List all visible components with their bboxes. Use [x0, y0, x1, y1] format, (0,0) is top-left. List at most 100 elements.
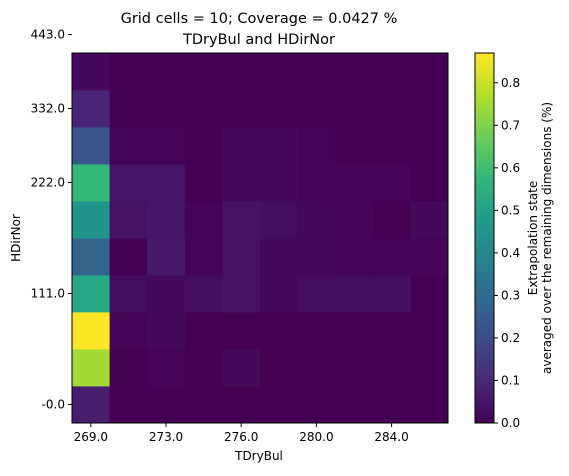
heatmap-cell: [372, 312, 411, 350]
heatmap-cell: [410, 312, 449, 350]
heatmap-cell: [184, 164, 223, 202]
colorbar-tick-label: 0.5: [501, 203, 520, 217]
heatmap-cell: [109, 127, 148, 165]
heatmap-cell: [109, 312, 148, 350]
heatmap-cell: [260, 386, 298, 424]
heatmap-cell: [72, 201, 110, 239]
colorbar-label-line2: averaged over the remaining dimensions (…: [540, 102, 554, 374]
heatmap-cell: [184, 90, 223, 128]
colorbar-tick-label: 0.1: [501, 373, 520, 387]
heatmap-cell: [184, 201, 223, 239]
heatmap-cell: [335, 312, 374, 350]
heatmap-cell: [410, 164, 449, 202]
heatmap-cell: [147, 53, 186, 91]
heatmap-cell: [222, 275, 261, 313]
heatmap-cell: [72, 90, 110, 128]
y-tick-label: 443.0: [31, 28, 65, 42]
colorbar-label: Extrapolation state averaged over the re…: [526, 102, 554, 374]
heatmap-cell: [372, 53, 411, 91]
colorbar-tick-label: 0.2: [501, 331, 520, 345]
y-tick-label: -0.0: [42, 398, 65, 412]
heatmap-cell: [410, 386, 449, 424]
heatmap-cell: [222, 386, 261, 424]
heatmap-cell: [184, 238, 223, 276]
heatmap-cell: [72, 53, 110, 91]
heatmap-cell: [297, 90, 336, 128]
heatmap-cell: [410, 127, 449, 165]
x-tick-label: 284.0: [374, 430, 408, 444]
y-axis-label: HDirNor: [9, 214, 23, 262]
heatmap-cell: [72, 275, 110, 313]
heatmap-cell: [184, 275, 223, 313]
colorbar-tick-label: 0.0: [501, 416, 520, 430]
y-axis-ticks: -0.0 111.0 222.0 332.0 443.0: [31, 28, 72, 412]
colorbar-tick-label: 0.3: [501, 288, 520, 302]
chart-title-line2: TDryBul and HDirNor: [182, 32, 335, 48]
heatmap-cell: [147, 164, 186, 202]
x-tick-label: 269.0: [74, 430, 108, 444]
heatmap-cell: [410, 201, 449, 239]
heatmap-cell: [222, 201, 261, 239]
heatmap-cell: [147, 127, 186, 165]
heatmap-cell: [372, 275, 411, 313]
heatmap-cell: [297, 275, 336, 313]
heatmap-cell: [72, 312, 110, 350]
heatmap-cell: [109, 238, 148, 276]
heatmap-cell: [372, 90, 411, 128]
heatmap-cell: [335, 127, 374, 165]
heatmap-cell: [109, 275, 148, 313]
heatmap-cell: [372, 349, 411, 387]
x-axis-label: TDryBul: [234, 449, 283, 463]
heatmap-cell: [260, 275, 298, 313]
heatmap-cell: [222, 127, 261, 165]
heatmap-cell: [72, 349, 110, 387]
heatmap-cell: [222, 164, 261, 202]
chart-title-line1: Grid cells = 10; Coverage = 0.0427 %: [121, 11, 398, 27]
heatmap-cell: [410, 349, 449, 387]
plot-frame: [71, 52, 449, 424]
heatmap-cell: [335, 164, 374, 202]
x-tick-label: 276.0: [224, 430, 258, 444]
heatmap-cell: [297, 164, 336, 202]
heatmap-cell: [109, 53, 148, 91]
x-axis-ticks: 269.0 273.0 276.0 280.0 284.0: [74, 423, 409, 444]
heatmap-cell: [297, 53, 336, 91]
heatmap-cell: [72, 127, 110, 165]
heatmap-cell: [410, 275, 449, 313]
heatmap-cell: [372, 386, 411, 424]
heatmap-cell: [109, 201, 148, 239]
heatmap-cell: [222, 90, 261, 128]
heatmap-cell: [410, 53, 449, 91]
heatmap-cell: [184, 386, 223, 424]
heatmap-cell: [297, 127, 336, 165]
heatmap-cell: [335, 238, 374, 276]
heatmap-cell: [109, 349, 148, 387]
heatmap-cell: [72, 164, 110, 202]
heatmap-cell: [410, 238, 449, 276]
x-tick-label: 273.0: [149, 430, 183, 444]
heatmap-cell: [410, 90, 449, 128]
heatmap-cell: [335, 349, 374, 387]
x-tick-label: 280.0: [299, 430, 333, 444]
heatmap-cell: [335, 275, 374, 313]
heatmap-cell: [72, 238, 110, 276]
chart-title: Grid cells = 10; Coverage = 0.0427 % TDr…: [121, 11, 398, 48]
heatmap-cell: [147, 275, 186, 313]
heatmap-cell: [222, 238, 261, 276]
heatmap-cell: [372, 164, 411, 202]
heatmap-cells: [72, 53, 449, 424]
heatmap-cell: [335, 201, 374, 239]
colorbar-tick-label: 0.6: [501, 161, 520, 175]
heatmap-cell: [147, 90, 186, 128]
heatmap-cell: [297, 386, 336, 424]
heatmap-cell: [147, 386, 186, 424]
colorbar-ticks: 0.0 0.1 0.2 0.3 0.4 0.5 0.6 0.7 0.8: [494, 76, 520, 430]
heatmap-cell: [147, 238, 186, 276]
heatmap-cell: [109, 386, 148, 424]
colorbar-label-line1: Extrapolation state: [526, 181, 540, 296]
heatmap-cell: [109, 164, 148, 202]
colorbar: [474, 52, 495, 424]
heatmap-cell: [297, 201, 336, 239]
heatmap-cell: [260, 349, 298, 387]
